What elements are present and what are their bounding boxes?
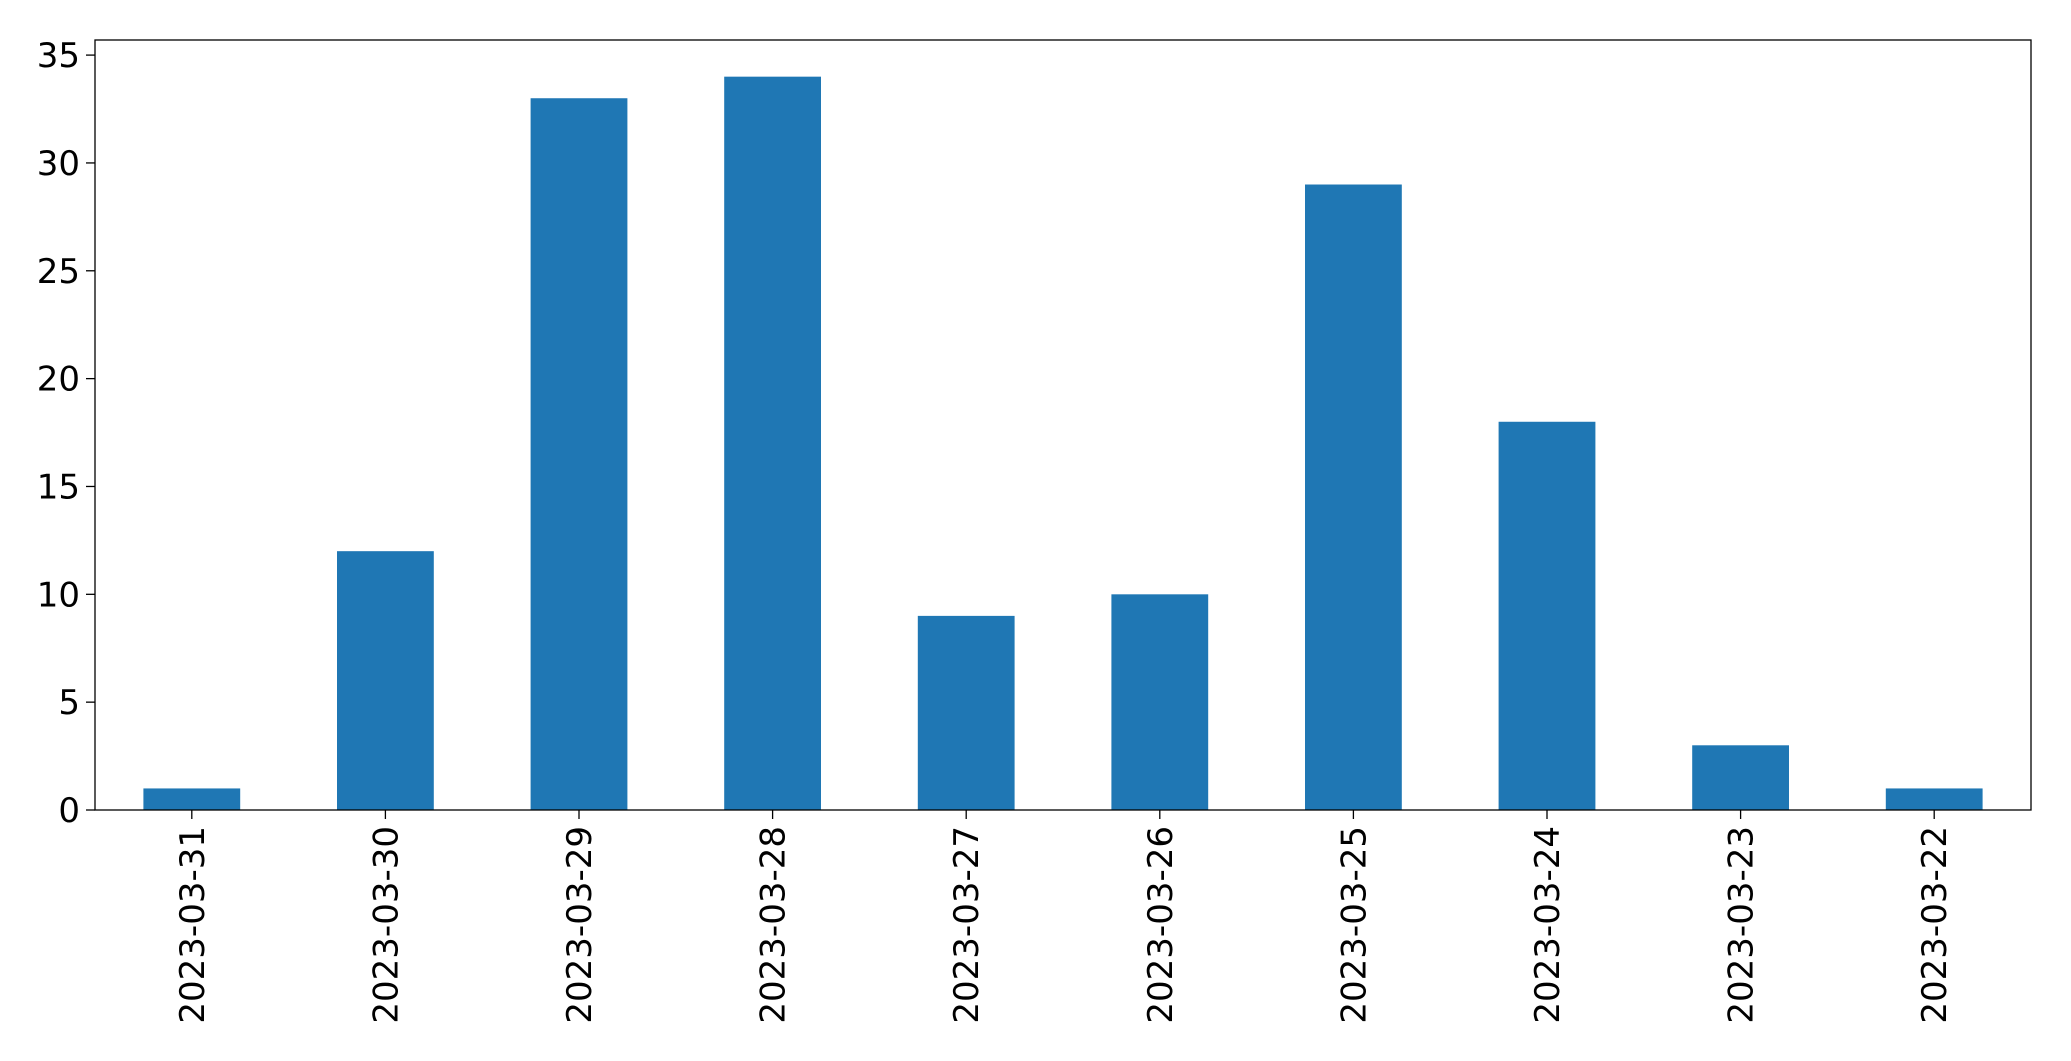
y-tick-label: 15: [37, 467, 80, 507]
bar: [917, 615, 1015, 810]
bar: [1692, 745, 1789, 810]
bar: [1885, 788, 1983, 810]
x-tick-label: 2023-03-29: [560, 826, 600, 1024]
y-tick-label: 0: [58, 791, 80, 831]
bar: [1305, 184, 1402, 810]
y-tick-label: 10: [37, 575, 80, 615]
bar: [1498, 421, 1596, 810]
x-tick-label: 2023-03-30: [366, 826, 406, 1024]
x-tick-label: 2023-03-22: [1915, 826, 1955, 1024]
x-tick-label: 2023-03-24: [1528, 826, 1568, 1024]
y-tick-label: 35: [37, 36, 80, 76]
x-tick-label: 2023-03-23: [1722, 826, 1762, 1024]
x-tick-label: 2023-03-26: [1141, 826, 1181, 1024]
bar: [724, 76, 821, 810]
bar: [530, 98, 628, 810]
y-tick-label: 25: [37, 252, 80, 292]
x-tick-label: 2023-03-31: [173, 826, 213, 1024]
y-tick-label: 30: [37, 144, 80, 184]
x-tick-label: 2023-03-25: [1334, 826, 1374, 1024]
bar: [1111, 594, 1209, 810]
bar: [143, 788, 241, 810]
x-tick-label: 2023-03-27: [947, 826, 987, 1024]
plot-frame: [94, 39, 2032, 811]
y-tick-label: 20: [37, 360, 80, 400]
bar: [337, 551, 434, 810]
x-tick-label: 2023-03-28: [754, 826, 794, 1024]
y-tick-label: 5: [58, 683, 80, 723]
